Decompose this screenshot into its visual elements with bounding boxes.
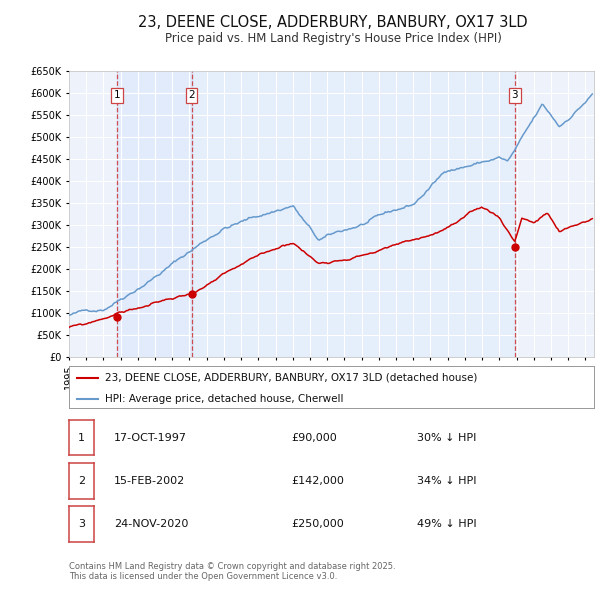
Text: Price paid vs. HM Land Registry's House Price Index (HPI): Price paid vs. HM Land Registry's House …	[164, 32, 502, 45]
Text: 23, DEENE CLOSE, ADDERBURY, BANBURY, OX17 3LD (detached house): 23, DEENE CLOSE, ADDERBURY, BANBURY, OX1…	[105, 373, 477, 383]
Text: 30% ↓ HPI: 30% ↓ HPI	[417, 433, 476, 442]
Text: 2: 2	[188, 90, 195, 100]
Text: 2: 2	[78, 476, 85, 486]
Text: 3: 3	[512, 90, 518, 100]
Text: 3: 3	[78, 519, 85, 529]
Text: 34% ↓ HPI: 34% ↓ HPI	[417, 476, 476, 486]
Text: 15-FEB-2002: 15-FEB-2002	[114, 476, 185, 486]
Text: 24-NOV-2020: 24-NOV-2020	[114, 519, 188, 529]
Bar	[117, 71, 191, 357]
Text: Contains HM Land Registry data © Crown copyright and database right 2025.
This d: Contains HM Land Registry data © Crown c…	[69, 562, 395, 581]
Text: 23, DEENE CLOSE, ADDERBURY, BANBURY, OX17 3LD: 23, DEENE CLOSE, ADDERBURY, BANBURY, OX1…	[138, 15, 528, 30]
Text: £250,000: £250,000	[291, 519, 344, 529]
Text: £142,000: £142,000	[291, 476, 344, 486]
Text: HPI: Average price, detached house, Cherwell: HPI: Average price, detached house, Cher…	[105, 394, 343, 404]
Text: 1: 1	[78, 433, 85, 442]
Bar	[191, 71, 515, 357]
Text: £90,000: £90,000	[291, 433, 337, 442]
Text: 1: 1	[114, 90, 121, 100]
Text: 17-OCT-1997: 17-OCT-1997	[114, 433, 187, 442]
Text: 49% ↓ HPI: 49% ↓ HPI	[417, 519, 476, 529]
